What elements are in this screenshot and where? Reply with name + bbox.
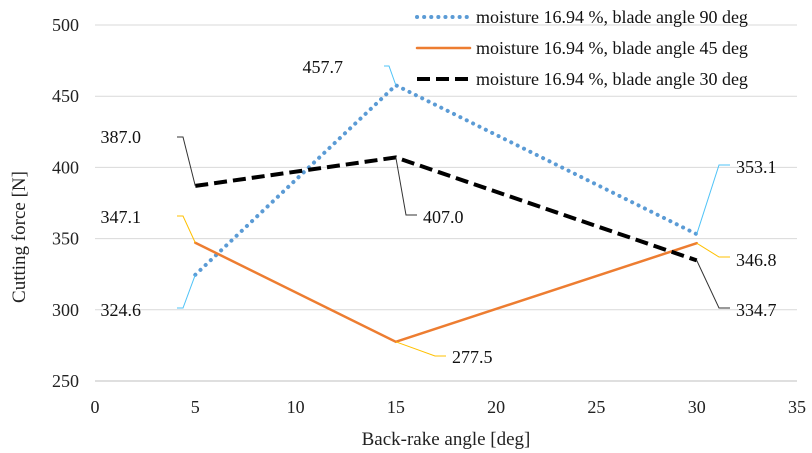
x-tick-label-20: 20 (487, 397, 505, 417)
data-label-1-0: 347.1 (101, 207, 142, 227)
leader-line-1-2 (696, 242, 730, 258)
legend-label-2: moisture 16.94 %, blade angle 30 deg (476, 69, 748, 89)
x-tick-label-10: 10 (287, 397, 305, 417)
leader-line-0-2 (696, 164, 730, 235)
data-label-leaders (177, 65, 730, 357)
leader-line-0-1 (384, 65, 397, 86)
leader-line-0-0 (177, 274, 196, 309)
data-labels: 324.6 457.7 353.1 347.1 277.5 346.8 387.0 407.0… (101, 57, 777, 367)
x-tick-label-25: 25 (587, 397, 605, 417)
data-label-0-2: 353.1 (736, 157, 777, 177)
legend: moisture 16.94 %, blade angle 90 deg mois… (415, 7, 748, 89)
x-tick-label-0: 0 (91, 397, 100, 417)
series-line-0 (193, 82, 699, 277)
x-tick-label-35: 35 (788, 397, 806, 417)
y-tick-label-350: 350 (52, 229, 79, 249)
data-label-2-0: 387.0 (101, 127, 142, 147)
data-label-2-2: 334.7 (736, 300, 777, 320)
axes: 250 300 350 400 450 500 0 5 10 15 20 25 30 35 (52, 15, 806, 417)
legend-label-1: moisture 16.94 %, blade angle 45 deg (476, 38, 748, 58)
y-axis-title: Cutting force [N] (9, 171, 30, 303)
leader-line-2-2 (696, 260, 730, 309)
legend-label-0: moisture 16.94 %, blade angle 90 deg (476, 7, 748, 27)
series-line-1 (194, 241, 698, 344)
y-tick-label-300: 300 (52, 300, 79, 320)
leader-line-1-0 (177, 215, 196, 243)
y-tick-label-450: 450 (52, 86, 79, 106)
leader-line-1-1 (395, 341, 446, 357)
data-label-1-1: 277.5 (452, 347, 493, 367)
x-axis-title: Back-rake angle [deg] (362, 429, 531, 450)
data-label-2-1: 407.0 (423, 207, 464, 227)
gridlines (95, 24, 797, 311)
x-tick-label-15: 15 (387, 397, 405, 417)
data-label-0-1: 457.7 (303, 57, 344, 77)
leader-line-2-0 (177, 136, 196, 187)
leader-line-2-1 (395, 157, 417, 216)
y-tick-label-500: 500 (52, 15, 79, 35)
y-tick-label-250: 250 (52, 371, 79, 391)
x-tick-label-30: 30 (688, 397, 706, 417)
x-tick-label-5: 5 (191, 397, 200, 417)
data-label-1-2: 346.8 (736, 250, 777, 270)
data-label-0-0: 324.6 (101, 300, 142, 320)
y-tick-label-400: 400 (52, 157, 79, 177)
